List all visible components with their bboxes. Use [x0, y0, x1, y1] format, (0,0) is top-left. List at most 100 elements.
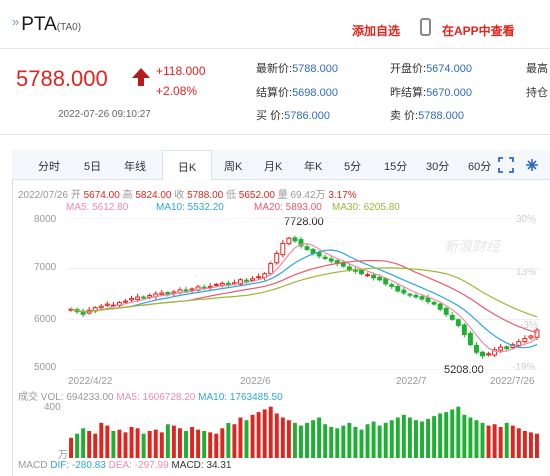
- volume-bar: [105, 425, 110, 458]
- candle-body: [129, 298, 135, 301]
- tab-weekly-k[interactable]: 周K: [224, 161, 243, 173]
- volume-bar: [232, 424, 237, 458]
- candle-body: [316, 252, 322, 257]
- volume-bar: [480, 422, 485, 458]
- tab-30min[interactable]: 30分: [426, 161, 450, 173]
- volume-bar: [244, 420, 249, 458]
- candle-body: [213, 283, 219, 286]
- volume-bar: [196, 429, 201, 458]
- volume-bar: [401, 414, 406, 458]
- candle-body: [298, 239, 304, 247]
- candle-body: [522, 338, 528, 343]
- instrument-title: » PTA(TA0): [12, 14, 81, 36]
- candle-body: [304, 246, 310, 250]
- tab-5min[interactable]: 5分: [344, 161, 362, 173]
- volume-bar: [498, 426, 503, 458]
- volume-bar: [305, 422, 309, 458]
- volume-chart[interactable]: [68, 404, 540, 458]
- macd-legend: MACD DIF: -280.83 DEA: -297.99 MACD: 34.…: [18, 460, 232, 471]
- candle-body: [480, 351, 485, 357]
- volume-bar: [462, 414, 467, 458]
- add-watchlist-button[interactable]: 添加自选: [352, 24, 401, 38]
- tab-60min[interactable]: 60分: [468, 161, 492, 173]
- volume-bar: [250, 414, 255, 458]
- tab-daily-k[interactable]: 日K: [162, 150, 212, 181]
- volume-bar: [504, 422, 509, 458]
- tab-5day[interactable]: 5日: [84, 161, 102, 173]
- tab-monthly-k[interactable]: 月K: [264, 161, 283, 173]
- volume-bar: [111, 431, 116, 458]
- volume-bar: [329, 426, 334, 458]
- candle-body: [413, 294, 419, 298]
- volume-bar: [474, 420, 479, 458]
- candle-body: [183, 289, 189, 292]
- volume-bar: [135, 428, 140, 458]
- candle-body: [498, 346, 504, 351]
- candle-body: [455, 319, 461, 326]
- volume-bar: [268, 406, 273, 458]
- quote-time: 2022-07-26 09:10:27: [58, 109, 151, 120]
- candle-body: [141, 296, 147, 299]
- volume-bar: [286, 420, 291, 458]
- candle-body: [407, 293, 413, 296]
- candle-body: [256, 276, 262, 279]
- volume-bar: [323, 424, 328, 458]
- volume-bar: [214, 433, 219, 458]
- candle-body: [147, 295, 153, 298]
- candle-body: [123, 300, 128, 303]
- watermark: 新浪财经: [444, 238, 500, 254]
- phone-icon: [420, 18, 431, 36]
- tab-fenshi[interactable]: 分时: [38, 161, 60, 173]
- kline-info: 2022/07/26 开 5674.00 高 5824.00 收 5788.00…: [18, 190, 357, 201]
- candle-body: [159, 292, 165, 295]
- y-tick-label: 5000: [34, 362, 57, 373]
- volume-bar: [365, 424, 370, 458]
- price-change-pct: +2.08%: [156, 84, 198, 98]
- volume-unit-label: 万: [58, 450, 68, 461]
- y-tick-label: 8000: [34, 214, 57, 225]
- tab-yearline[interactable]: 年线: [124, 161, 146, 173]
- candle-body: [473, 344, 479, 353]
- candle-body: [292, 237, 298, 242]
- volume-bar: [438, 413, 443, 458]
- candle-body: [467, 332, 473, 346]
- candle-body: [449, 314, 455, 320]
- volume-bar: [311, 420, 316, 458]
- pct-tick-label: -3%: [520, 320, 538, 331]
- volume-bar: [87, 431, 92, 458]
- fullscreen-icon[interactable]: [498, 157, 514, 173]
- volume-bar: [420, 421, 424, 458]
- ma10-line: [70, 249, 538, 349]
- candle-body: [328, 258, 334, 262]
- volume-bar: [165, 424, 170, 458]
- volume-bar: [486, 425, 491, 458]
- quote-field: 卖 价:5788.000: [390, 110, 465, 122]
- candle-body: [461, 324, 467, 336]
- quote-field: 开盘价:5674.000: [390, 63, 472, 75]
- tab-15min[interactable]: 15分: [384, 161, 408, 173]
- volume-bar: [123, 432, 128, 458]
- open-in-app-link[interactable]: 在APP中查看: [442, 24, 515, 38]
- volume-bar: [184, 431, 188, 458]
- candlestick-chart[interactable]: [68, 218, 540, 370]
- candle-body: [425, 297, 431, 303]
- quote-divider: [0, 134, 550, 135]
- volume-bar: [226, 422, 231, 458]
- candle-body: [492, 349, 498, 356]
- ma30-line: [70, 267, 538, 318]
- quote-field: 最高: [526, 63, 548, 75]
- ma5-line: [70, 242, 538, 353]
- candle-body: [516, 341, 522, 346]
- high-annotation: 7728.00: [284, 216, 324, 228]
- tab-yearly-k[interactable]: 年K: [304, 161, 323, 173]
- volume-bar: [238, 417, 243, 458]
- settings-icon[interactable]: [524, 157, 540, 173]
- pct-tick-label: 30%: [516, 214, 537, 225]
- volume-bar: [335, 428, 340, 458]
- volume-bar: [292, 422, 297, 458]
- volume-bar: [299, 425, 303, 458]
- candle-body: [365, 274, 371, 277]
- volume-bar: [280, 417, 285, 458]
- volume-bar: [317, 417, 322, 458]
- y-tick-label: 6000: [34, 314, 57, 325]
